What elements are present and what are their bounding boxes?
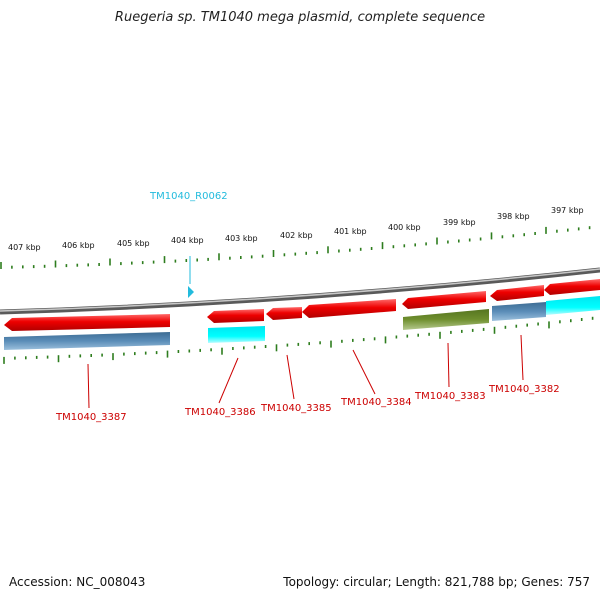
rna-marker-arrow[interactable] [188,286,194,298]
accession-info: Accession: NC_008043 [9,575,146,589]
gene-arrow-3387[interactable] [4,314,170,331]
leader-line-3384 [352,349,376,395]
kbp-label: 401 kbp [334,227,367,236]
kbp-label: 400 kbp [388,223,421,232]
feature-bar-3386[interactable] [208,326,265,343]
gene-arrow-3384[interactable] [302,299,396,318]
feature-bar-3387[interactable] [4,332,170,350]
gene-arrow-3385[interactable] [266,307,302,320]
feature-bar-3383[interactable] [403,309,489,330]
reverse-strand-genes [4,279,600,331]
kbp-scale: 407 kbp 406 kbp 405 kbp 404 kbp 403 kbp … [8,206,584,252]
kbp-label: 398 kbp [497,212,530,221]
kbp-label: 407 kbp [8,243,41,252]
leader-line-3387 [87,363,90,409]
map-title: Ruegeria sp. TM1040 mega plasmid, comple… [114,10,486,25]
gene-arrow-partial[interactable] [544,279,600,295]
gene-arrow-3386[interactable] [207,309,264,323]
upper-tick-track [0,226,591,269]
feature-bars [4,296,600,350]
gene-label-3382[interactable]: TM1040_3382 [488,384,560,395]
lower-tick-track [3,316,594,364]
gene-arrow-3383[interactable] [402,291,486,309]
gene-label-3384[interactable]: TM1040_3384 [340,397,412,408]
gene-leader-lines [87,334,524,409]
rna-label[interactable]: TM1040_R0062 [149,191,228,202]
feature-bar-3382[interactable] [492,302,546,321]
kbp-label: 397 kbp [551,206,584,215]
sequence-backbone [0,267,600,315]
kbp-label: 404 kbp [171,236,204,245]
sequence-summary: Topology: circular; Length: 821,788 bp; … [283,575,590,589]
kbp-label: 403 kbp [225,234,258,243]
gene-arrow-3382[interactable] [490,285,544,301]
gene-label-3386[interactable]: TM1040_3386 [184,407,256,418]
feature-bar-partial[interactable] [546,296,600,315]
kbp-label: 405 kbp [117,239,150,248]
leader-line-3382 [520,334,524,381]
gene-label-3385[interactable]: TM1040_3385 [260,403,332,414]
kbp-label: 402 kbp [280,231,313,240]
leader-line-3383 [447,342,450,388]
leader-line-3386 [218,357,239,404]
leader-line-3385 [286,354,295,400]
gene-label-3383[interactable]: TM1040_3383 [414,391,486,402]
sequence-backbone-highlight [0,268,600,312]
kbp-label: 406 kbp [62,241,95,250]
kbp-label: 399 kbp [443,218,476,227]
gene-labels: TM1040_3387 TM1040_3386 TM1040_3385 TM10… [55,384,560,423]
gene-label-3387[interactable]: TM1040_3387 [55,412,127,423]
